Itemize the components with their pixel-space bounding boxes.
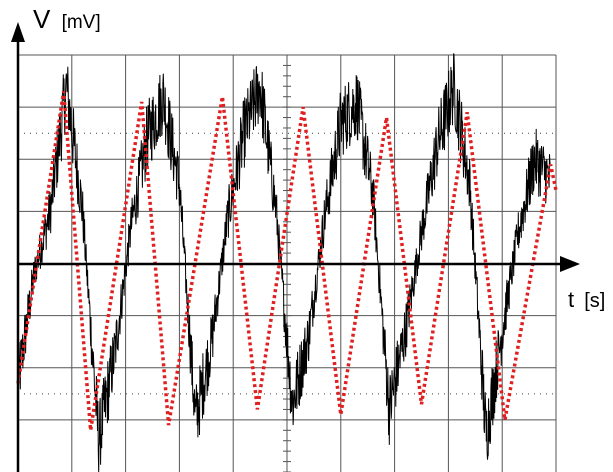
signal-trace [17, 53, 551, 472]
series-layer [16, 53, 558, 472]
y-axis-label: V [mV] [33, 4, 101, 34]
y-axis-arrow-icon [11, 22, 25, 42]
x-axis-label: t [s] [568, 287, 605, 312]
x-axis-arrow-icon [560, 256, 580, 272]
fitted-triangle-wave [16, 91, 558, 431]
